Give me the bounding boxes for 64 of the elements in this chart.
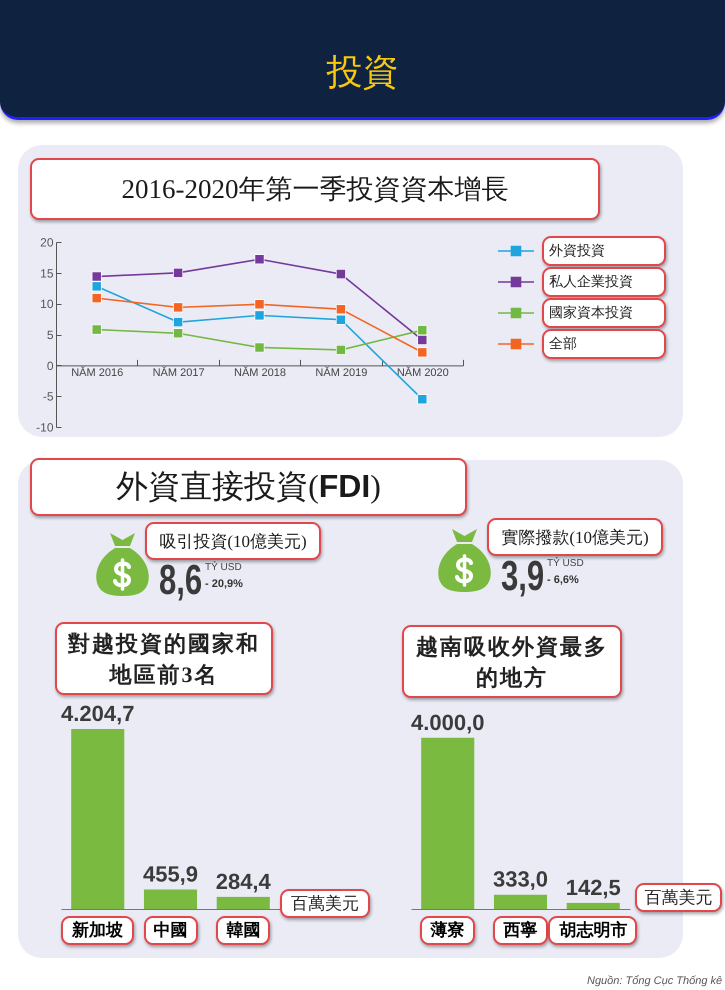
y-tick-label: 10 — [40, 297, 54, 312]
text: 8,6 — [159, 556, 202, 603]
x-tick-label: NĂM 2019 — [315, 366, 368, 379]
data-label: 4.204,7 — [61, 701, 134, 726]
point — [417, 347, 428, 358]
point — [173, 268, 184, 278]
x-tick-label: NĂM 2017 — [152, 366, 205, 379]
text: 3,9 — [501, 552, 544, 599]
point — [254, 254, 264, 264]
text: - 20,9% — [205, 578, 243, 591]
point — [92, 293, 102, 304]
point — [254, 342, 264, 352]
point — [173, 328, 184, 338]
point — [417, 394, 428, 404]
text: 百萬美元 — [644, 887, 712, 909]
point — [254, 299, 264, 310]
x-tick-label: 薄寮 — [430, 920, 465, 940]
data-label: 455,9 — [142, 861, 198, 886]
chart-title: 對越投資的國家和地區前3名 — [66, 630, 261, 688]
point — [336, 314, 346, 325]
x-tick-label: 西寧 — [502, 920, 538, 940]
x-tick-label: 新加坡 — [71, 920, 124, 940]
point — [254, 310, 264, 320]
text: 實際撥款(10億美元) — [501, 526, 649, 548]
text: 吸引投資(10億美元) — [159, 530, 307, 552]
point — [173, 317, 184, 328]
text: TỶ USD — [205, 562, 242, 574]
y-tick-label: -5 — [42, 390, 54, 404]
chart-title: 越南吸收外資最多的地方 — [414, 632, 609, 692]
point — [336, 269, 346, 280]
legend-label: 全部 — [549, 336, 577, 352]
y-tick-label: 5 — [46, 328, 54, 342]
text: 外資直接投資(FDI) — [116, 467, 381, 506]
point — [92, 272, 102, 282]
data-label: 4.000,0 — [411, 710, 484, 735]
y-tick-label: 0 — [46, 358, 54, 373]
legend-label: 私人企業投資 — [549, 274, 633, 290]
y-tick-label: 20 — [40, 236, 54, 250]
point — [336, 304, 346, 314]
x-tick-label: NĂM 2016 — [71, 366, 124, 379]
data-label: 333,0 — [492, 866, 548, 892]
legend-label: 國家資本投資 — [549, 305, 633, 321]
text: - 6,6% — [547, 574, 579, 587]
point — [336, 344, 346, 355]
x-tick-label: NĂM 2018 — [234, 366, 286, 379]
text: 百萬美元 — [291, 893, 359, 915]
chart-title: 投資 — [326, 51, 400, 94]
data-label: 284,4 — [216, 868, 272, 894]
point — [92, 324, 102, 335]
x-tick-label: 胡志明市 — [558, 920, 628, 940]
x-tick-label: NĂM 2020 — [396, 366, 449, 379]
point — [417, 335, 428, 346]
chart-subtitle: 2016-2020年第一季投資資本增長 — [122, 173, 508, 206]
x-tick-label: 韓國 — [226, 920, 260, 940]
y-tick-label: 15 — [40, 266, 54, 280]
point — [173, 302, 184, 312]
data-label: 142,5 — [566, 874, 621, 900]
y-tick-label: -10 — [36, 420, 54, 434]
point — [92, 281, 102, 292]
text: TỶ USD — [547, 558, 584, 570]
text: Nguồn: Tổng Cục Thống kê — [587, 975, 722, 987]
x-tick-label: 中國 — [154, 920, 188, 940]
legend-label: 外資投資 — [549, 243, 605, 259]
point — [417, 325, 428, 336]
